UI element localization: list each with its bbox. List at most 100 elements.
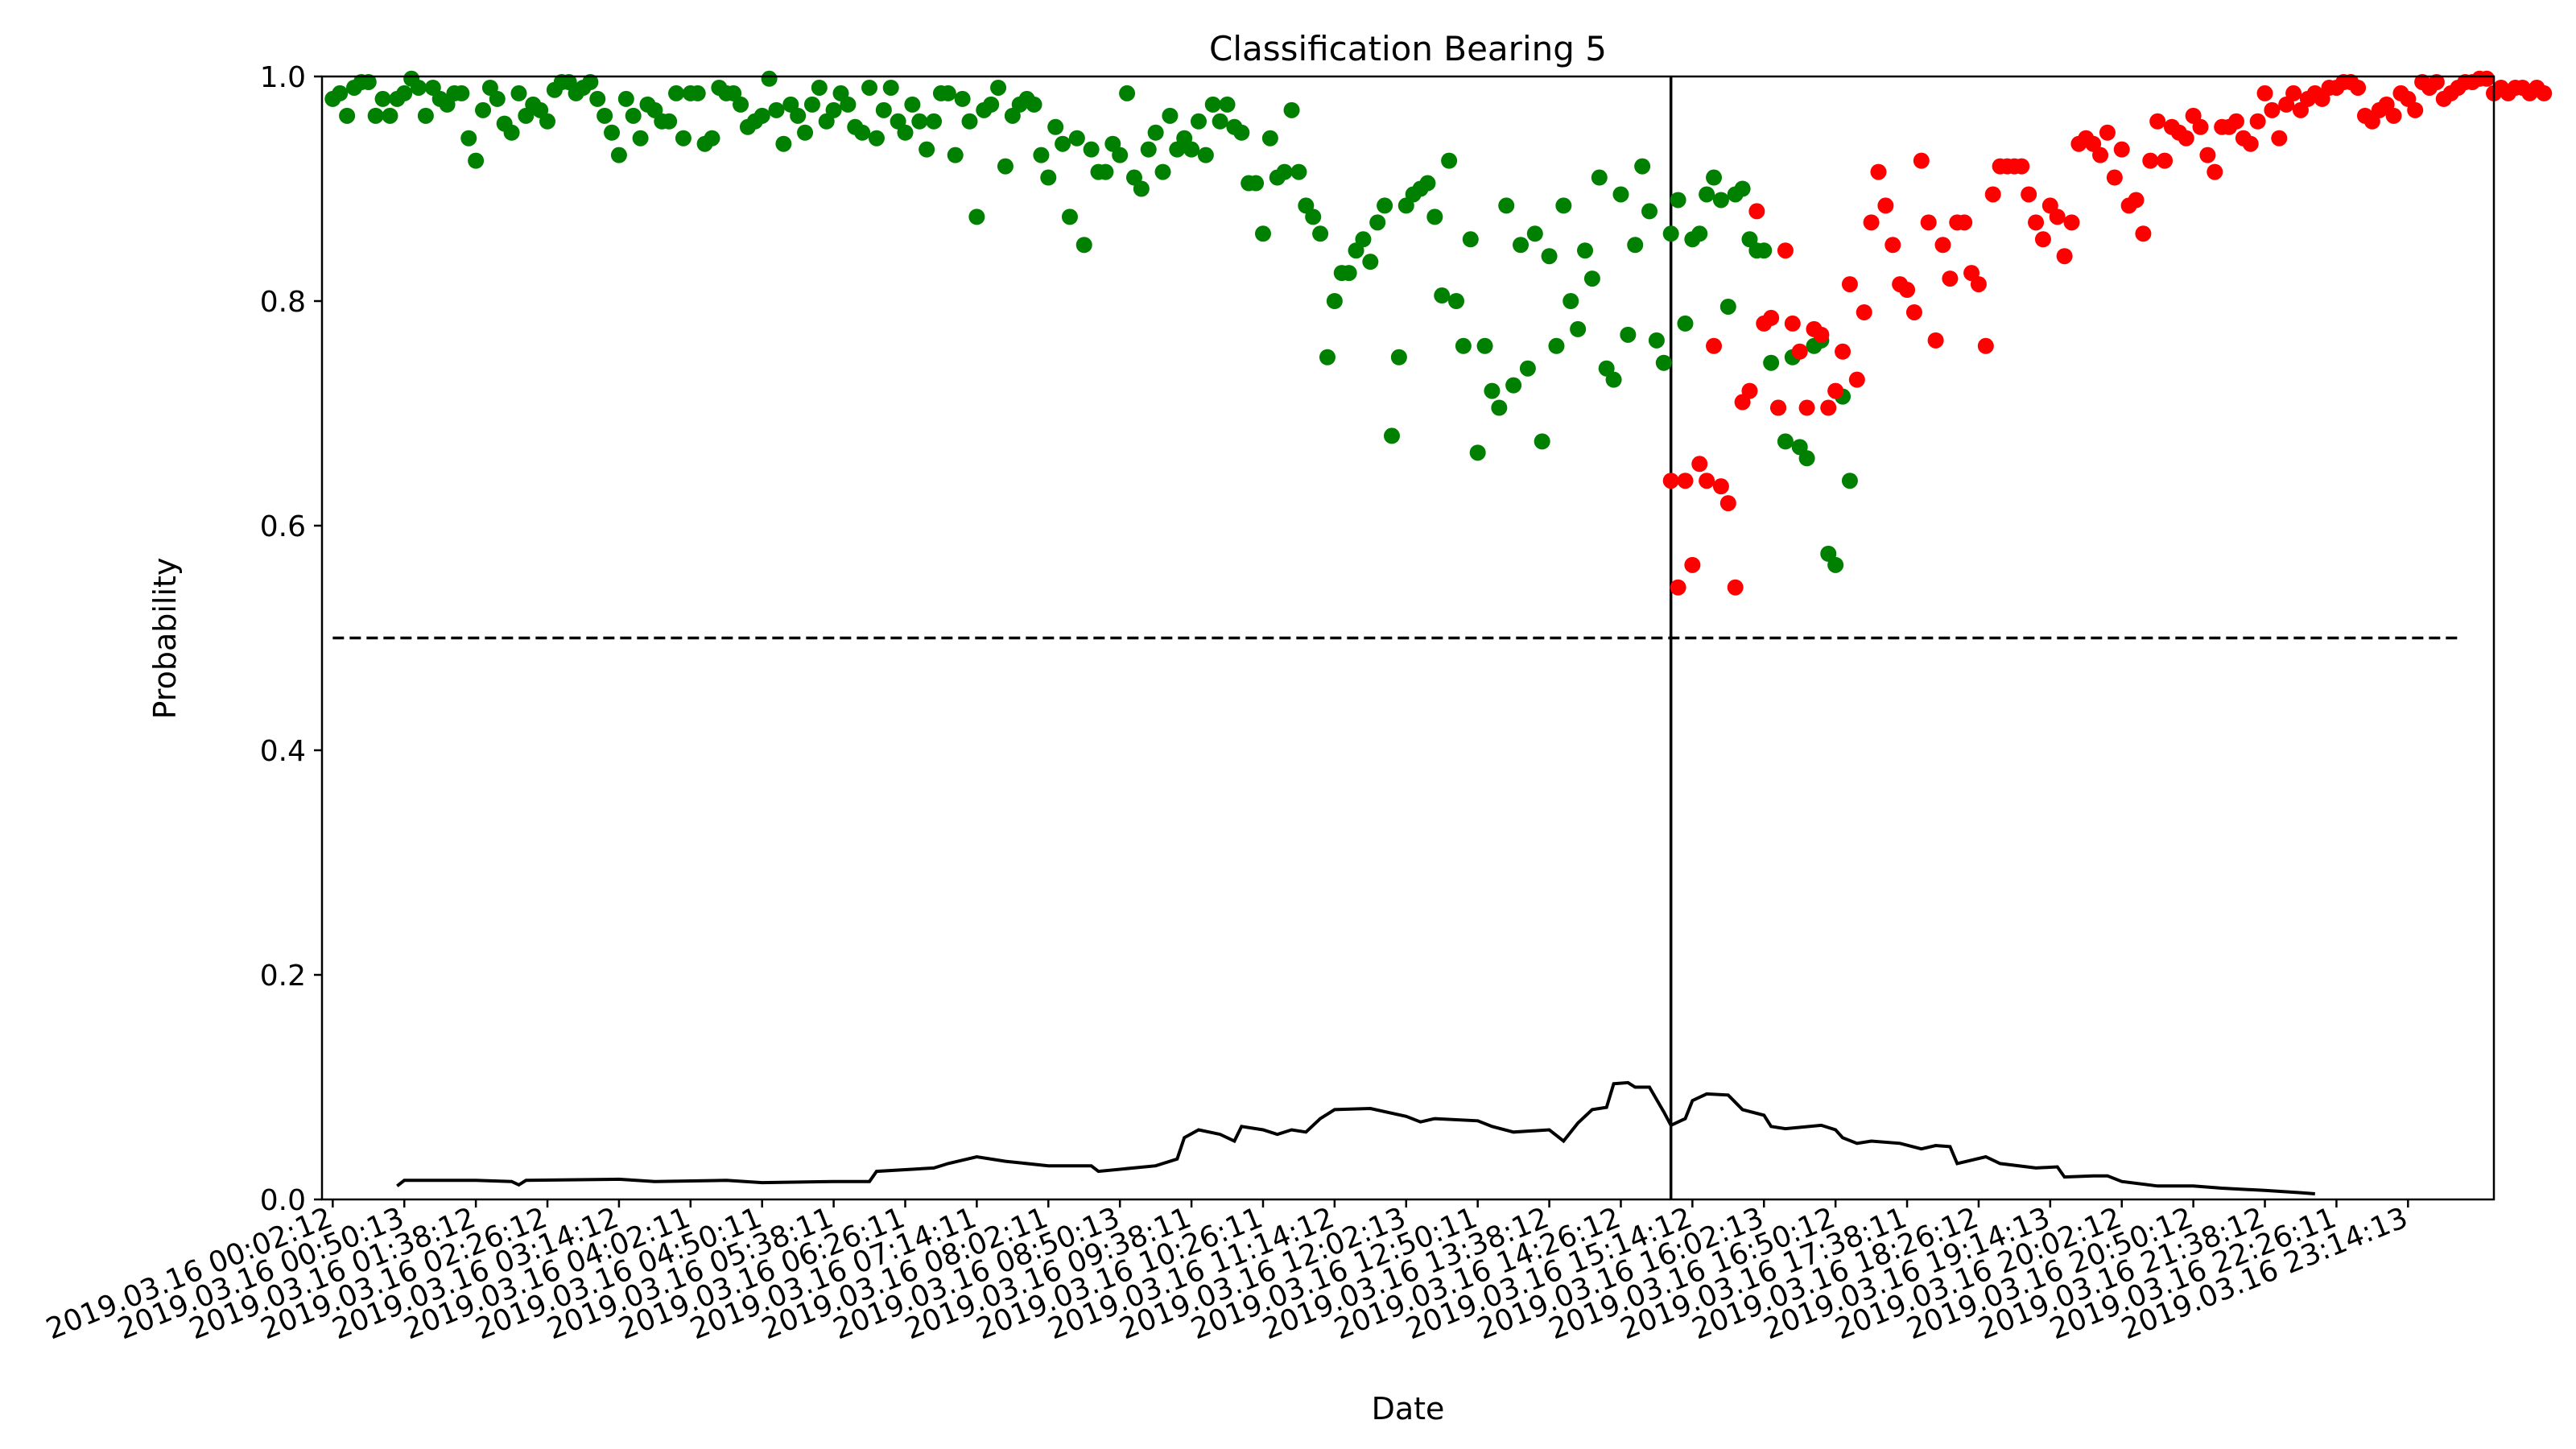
- point-healthy-1: [332, 85, 349, 101]
- point-faulty-33: [1899, 282, 1916, 299]
- point-healthy-145: [1362, 254, 1379, 270]
- point-faulty-41: [1956, 214, 1973, 231]
- point-healthy-124: [1212, 113, 1228, 130]
- point-faulty-67: [2142, 152, 2159, 169]
- point-healthy-186: [1655, 354, 1672, 371]
- point-faulty-1: [1670, 579, 1686, 596]
- point-faulty-101: [2385, 107, 2402, 124]
- point-healthy-169: [1534, 433, 1550, 450]
- point-healthy-7: [374, 90, 391, 107]
- point-healthy-84: [926, 113, 943, 130]
- point-healthy-74: [854, 124, 871, 141]
- point-healthy-182: [1627, 237, 1644, 254]
- y-tick-label: 0.2: [260, 960, 306, 993]
- point-healthy-67: [803, 96, 820, 113]
- point-healthy-23: [489, 90, 506, 107]
- point-faulty-2: [1677, 473, 1694, 489]
- point-healthy-174: [1570, 320, 1587, 337]
- point-healthy-163: [1491, 399, 1508, 416]
- point-healthy-57: [733, 96, 749, 113]
- point-healthy-86: [939, 85, 956, 101]
- point-healthy-183: [1634, 158, 1651, 175]
- point-healthy-171: [1548, 337, 1565, 354]
- point-faulty-5: [1699, 473, 1715, 489]
- point-healthy-70: [825, 101, 842, 118]
- point-healthy-20: [468, 152, 485, 169]
- point-faulty-107: [2428, 73, 2445, 90]
- point-healthy-123: [1204, 96, 1221, 113]
- point-healthy-210: [1827, 556, 1844, 573]
- point-faulty-7: [1712, 478, 1729, 495]
- point-healthy-102: [1055, 135, 1071, 152]
- point-healthy-75: [861, 79, 878, 96]
- point-faulty-4: [1691, 456, 1708, 473]
- point-healthy-212: [1841, 473, 1858, 489]
- point-healthy-68: [811, 79, 828, 96]
- point-faulty-52: [2034, 231, 2051, 248]
- point-faulty-17: [1784, 315, 1801, 332]
- point-faulty-16: [1777, 242, 1794, 259]
- point-faulty-19: [1798, 399, 1815, 416]
- point-faulty-56: [2063, 214, 2080, 231]
- point-faulty-31: [1885, 237, 1901, 254]
- point-healthy-157: [1448, 293, 1465, 309]
- point-faulty-66: [2135, 225, 2152, 242]
- point-healthy-62: [768, 101, 785, 118]
- point-healthy-90: [968, 208, 985, 225]
- point-faulty-44: [1977, 337, 1994, 354]
- point-healthy-177: [1591, 169, 1608, 186]
- point-faulty-18: [1791, 343, 1808, 360]
- point-faulty-69: [2157, 152, 2174, 169]
- point-healthy-176: [1583, 270, 1600, 287]
- point-faulty-36: [1920, 214, 1937, 231]
- point-healthy-114: [1140, 141, 1157, 158]
- point-healthy-37: [589, 90, 606, 107]
- point-healthy-39: [604, 124, 621, 141]
- point-healthy-161: [1476, 337, 1493, 354]
- point-healthy-155: [1434, 287, 1451, 304]
- point-healthy-83: [919, 141, 935, 158]
- point-faulty-23: [1827, 382, 1844, 399]
- point-healthy-154: [1426, 208, 1443, 225]
- point-healthy-94: [997, 158, 1013, 175]
- point-healthy-116: [1154, 163, 1171, 180]
- point-healthy-135: [1290, 163, 1307, 180]
- point-healthy-127: [1233, 124, 1250, 141]
- plot-area: [324, 70, 2553, 1199]
- point-healthy-142: [1340, 265, 1357, 282]
- point-healthy-195: [1719, 298, 1736, 315]
- point-faulty-29: [1870, 163, 1887, 180]
- point-healthy-162: [1484, 382, 1501, 399]
- point-healthy-149: [1390, 349, 1407, 365]
- point-healthy-80: [897, 124, 914, 141]
- point-faulty-30: [1877, 197, 1894, 214]
- point-healthy-92: [983, 96, 1000, 113]
- point-faulty-104: [2407, 101, 2424, 118]
- y-tick-label: 0.0: [260, 1184, 306, 1217]
- point-healthy-138: [1312, 225, 1329, 242]
- point-healthy-173: [1563, 293, 1579, 309]
- point-faulty-12: [1748, 203, 1765, 220]
- point-healthy-38: [597, 107, 613, 124]
- point-healthy-148: [1383, 427, 1400, 444]
- x-axis-label: Date: [1372, 1391, 1445, 1426]
- point-healthy-10: [396, 85, 413, 101]
- point-healthy-187: [1662, 225, 1679, 242]
- point-healthy-191: [1691, 225, 1708, 242]
- y-tick-label: 1.0: [260, 61, 306, 94]
- point-healthy-76: [868, 130, 885, 147]
- point-faulty-49: [2013, 158, 2030, 175]
- point-healthy-201: [1763, 354, 1780, 371]
- point-healthy-159: [1462, 231, 1479, 248]
- point-faulty-8: [1719, 495, 1736, 512]
- point-healthy-77: [875, 101, 892, 118]
- point-faulty-82: [2249, 113, 2266, 130]
- point-healthy-61: [761, 70, 778, 87]
- point-faulty-84: [2264, 101, 2281, 118]
- point-healthy-134: [1283, 101, 1300, 118]
- point-faulty-51: [2028, 214, 2045, 231]
- point-healthy-193: [1706, 169, 1723, 186]
- point-healthy-197: [1734, 180, 1751, 197]
